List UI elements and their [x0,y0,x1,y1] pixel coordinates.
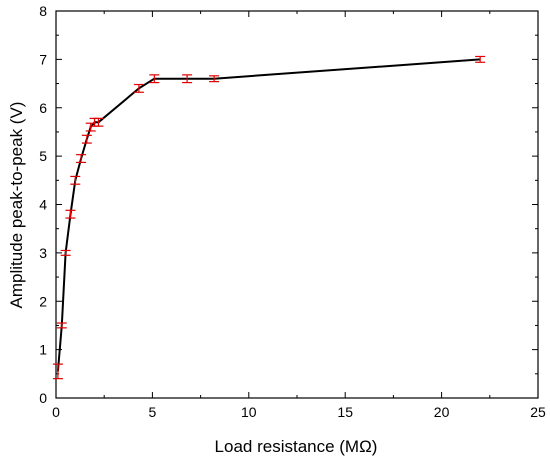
x-tick-label: 20 [434,404,450,420]
x-tick-label: 10 [241,404,257,420]
y-tick-label: 5 [39,148,47,164]
y-tick-label: 8 [39,3,47,19]
y-tick-label: 3 [39,245,47,261]
x-tick-label: 5 [149,404,157,420]
x-tick-label: 0 [52,404,60,420]
y-tick-label: 0 [39,390,47,406]
y-tick-label: 6 [39,100,47,116]
y-tick-label: 7 [39,51,47,67]
series-line [56,58,481,372]
plot-frame [55,10,539,399]
y-tick-label: 4 [39,197,47,213]
x-tick-label: 15 [337,404,353,420]
y-tick-label: 2 [39,293,47,309]
plot-area: 0 5 10 15 20 25 0 1 2 3 4 5 6 7 8 [39,3,546,420]
y-tick-label: 1 [39,342,47,358]
y-axis-title: Amplitude peak-to-peak (V) [7,102,26,309]
x-axis-title: Load resistance (MΩ) [215,437,378,456]
x-tick-label: 25 [530,404,546,420]
